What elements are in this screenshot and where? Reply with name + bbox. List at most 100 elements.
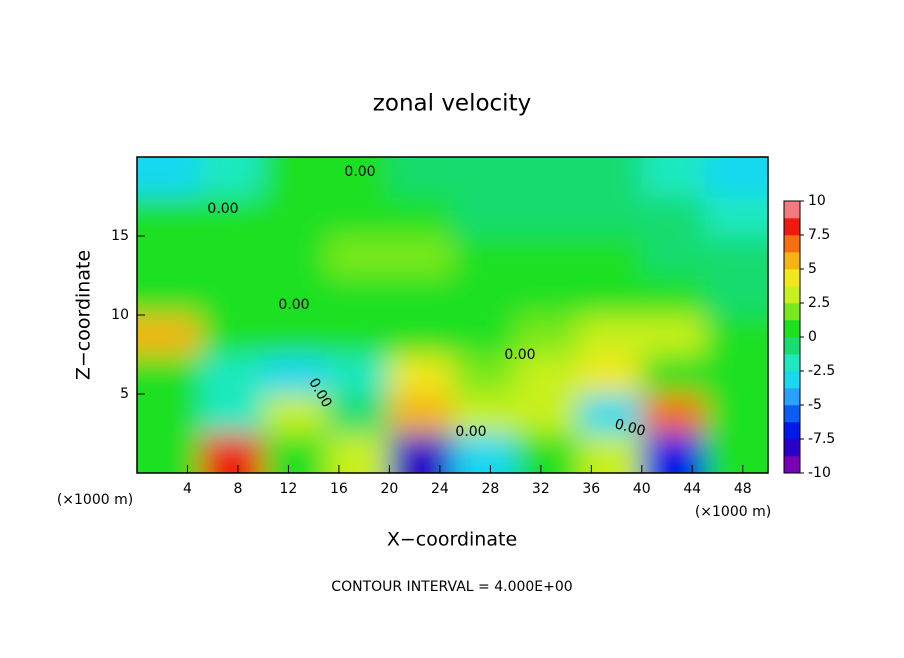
cell: [578, 354, 643, 395]
cell: [263, 236, 327, 276]
cell: [263, 394, 327, 434]
cell: [326, 354, 390, 395]
colorbar-tick-label: 7.5: [808, 227, 830, 243]
colorbar-swatch: [784, 252, 800, 270]
cell: [641, 157, 706, 197]
contour-label: 0.00: [455, 424, 486, 440]
y-tick-label: 10: [111, 307, 129, 323]
colorbar-tick-label: -10: [808, 465, 831, 481]
colorbar-swatch: [784, 439, 800, 457]
cell: [326, 433, 390, 473]
cell: [515, 275, 580, 316]
cell: [452, 394, 517, 434]
unit-label: (×1000 m): [695, 504, 771, 520]
chart-title: zonal velocity: [373, 91, 531, 117]
y-tick-label: 15: [111, 228, 129, 244]
cell: [578, 236, 643, 276]
cell: [641, 275, 706, 316]
colorbar-swatch: [784, 354, 800, 372]
x-tick-label: 8: [233, 481, 242, 497]
cell: [641, 354, 706, 395]
cell: [578, 315, 643, 355]
cell: [326, 275, 390, 316]
cell: [200, 196, 264, 237]
cell: [389, 315, 453, 355]
cell: [137, 315, 201, 355]
cell: [389, 236, 453, 276]
cell: [578, 157, 643, 197]
cell: [137, 394, 201, 434]
unit-label: (×1000 m): [57, 492, 133, 508]
cell: [137, 433, 201, 473]
colorbar-swatch: [784, 286, 800, 304]
colorbar-tick-label: 2.5: [808, 295, 830, 311]
cell: [263, 157, 327, 197]
y-tick-label: 5: [120, 386, 129, 402]
colorbar-swatch: [784, 218, 800, 236]
x-tick-label: 24: [431, 481, 449, 497]
x-tick-label: 40: [633, 481, 651, 497]
x-tick-label: 32: [532, 481, 550, 497]
cell: [515, 196, 580, 237]
cell: [578, 275, 643, 316]
cell: [641, 315, 706, 355]
colorbar-swatch: [784, 405, 800, 423]
cell: [515, 354, 580, 395]
colorbar-tick-label: -7.5: [808, 431, 835, 447]
colorbar-tick-label: 10: [808, 193, 826, 209]
cell: [263, 433, 327, 473]
cell: [704, 433, 768, 473]
cell: [263, 354, 327, 395]
colorbar-swatch: [784, 235, 800, 253]
cell: [137, 157, 201, 197]
cell: [704, 275, 768, 316]
cell: [452, 196, 517, 237]
cell: [326, 394, 390, 434]
cell: [326, 315, 390, 355]
cell: [704, 157, 768, 197]
cell: [263, 315, 327, 355]
cell: [326, 196, 390, 237]
cell: [704, 196, 768, 237]
colorbar-tick-label: 5: [808, 261, 817, 277]
contour-label: 0.00: [613, 416, 647, 440]
cell: [641, 433, 706, 473]
cell: [704, 354, 768, 395]
cell: [389, 433, 453, 473]
contour-label: 0.00: [207, 201, 238, 217]
cell: [200, 354, 264, 395]
cell: [578, 196, 643, 237]
cell: [452, 236, 517, 276]
colorbar-swatch: [784, 456, 800, 474]
cell: [704, 315, 768, 355]
colorbar-swatch: [784, 303, 800, 321]
y-label: Z−coordinate: [73, 250, 95, 380]
cell: [137, 196, 201, 237]
cell: [200, 236, 264, 276]
x-tick-label: 48: [734, 481, 752, 497]
x-tick-label: 16: [330, 481, 348, 497]
cell: [452, 275, 517, 316]
cell: [200, 315, 264, 355]
x-label: X−coordinate: [387, 529, 517, 551]
x-tick-label: 12: [280, 481, 298, 497]
contour-label: 0.00: [504, 347, 535, 363]
cell: [704, 394, 768, 434]
x-tick-label: 20: [380, 481, 398, 497]
cell: [578, 394, 643, 434]
cell: [200, 275, 264, 316]
cell: [641, 394, 706, 434]
cell: [326, 236, 390, 276]
cell: [389, 354, 453, 395]
colorbar-tick-label: 0: [808, 329, 817, 345]
contour-label: 0.00: [344, 164, 375, 180]
field: [137, 157, 768, 473]
cell: [641, 236, 706, 276]
cell: [452, 157, 517, 197]
colorbar-swatch: [784, 388, 800, 406]
cell: [389, 157, 453, 197]
colorbar-swatch: [784, 371, 800, 389]
x-tick-label: 36: [582, 481, 600, 497]
cells: [137, 157, 768, 473]
cell: [641, 196, 706, 237]
